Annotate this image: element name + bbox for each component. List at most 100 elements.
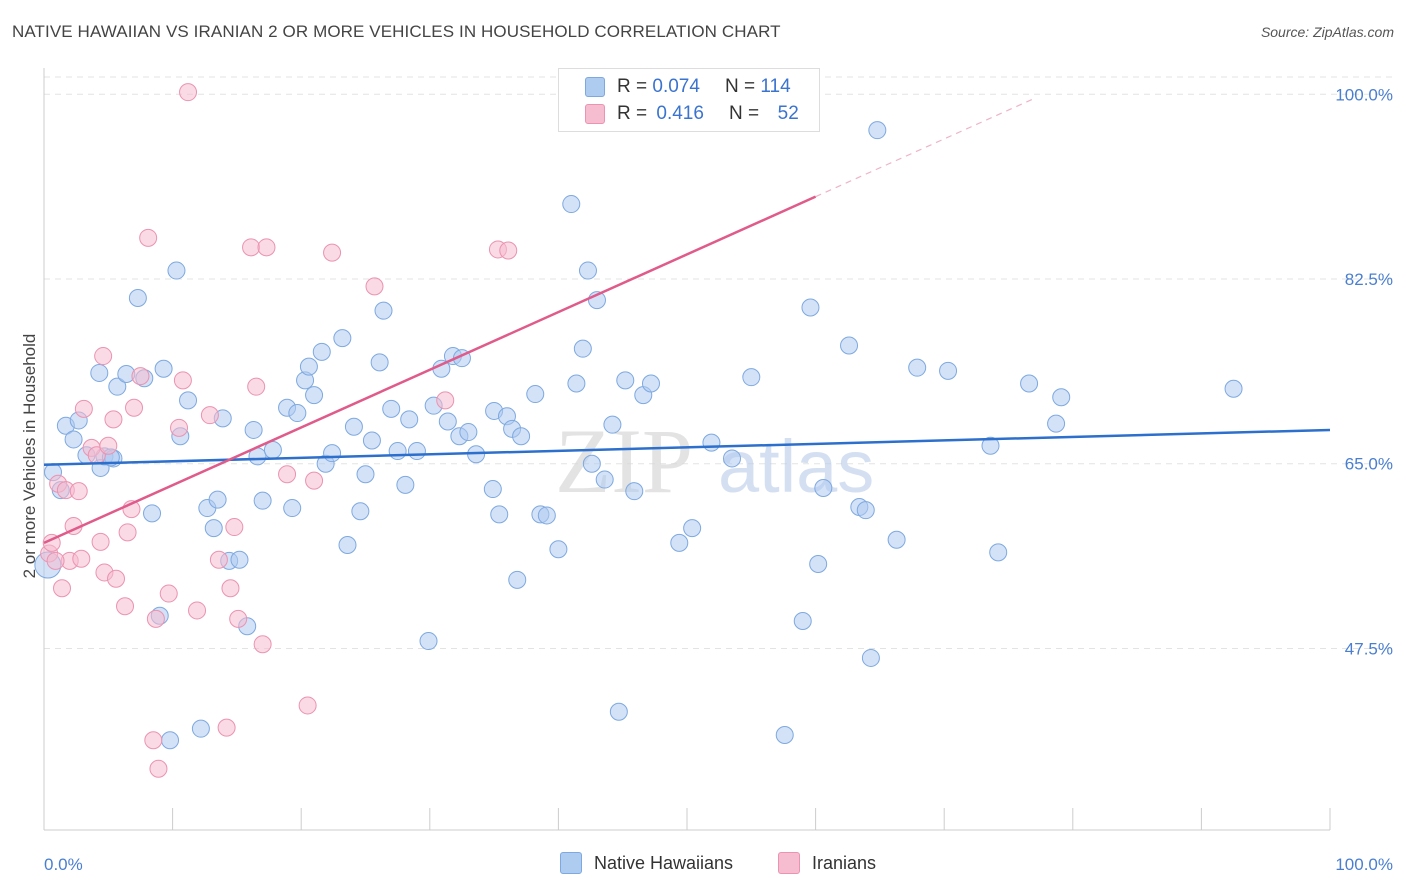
point-native-hawaiian bbox=[362, 431, 381, 450]
legend-n-value: 52 bbox=[777, 103, 799, 124]
point-iranian bbox=[257, 238, 276, 257]
point-iranian bbox=[225, 518, 244, 537]
point-native-hawaiian bbox=[419, 632, 438, 651]
point-native-hawaiian bbox=[549, 540, 568, 559]
point-native-hawaiian bbox=[288, 404, 307, 423]
point-iranian bbox=[323, 243, 342, 262]
point-native-hawaiian bbox=[683, 519, 702, 538]
point-native-hawaiian bbox=[483, 480, 502, 499]
series-swatch-native-hawaiians bbox=[560, 852, 582, 874]
series-legend: Native Hawaiians Iranians bbox=[0, 852, 1406, 876]
point-native-hawaiian bbox=[775, 726, 794, 744]
point-native-hawaiian bbox=[856, 501, 875, 520]
point-native-hawaiian bbox=[723, 449, 742, 468]
legend-row-iranians: R = 0.416 N = 52 bbox=[585, 102, 799, 126]
point-native-hawaiian bbox=[670, 533, 689, 552]
point-native-hawaiian bbox=[616, 371, 635, 390]
point-native-hawaiian bbox=[459, 423, 478, 442]
point-native-hawaiian bbox=[861, 648, 880, 667]
point-iranian bbox=[46, 551, 65, 570]
point-iranian bbox=[74, 399, 93, 418]
point-iranian bbox=[188, 601, 207, 620]
point-native-hawaiian bbox=[573, 339, 592, 358]
point-iranian bbox=[278, 465, 297, 484]
point-native-hawaiian bbox=[400, 410, 419, 429]
point-iranian bbox=[436, 391, 455, 410]
point-native-hawaiian bbox=[814, 479, 833, 497]
point-native-hawaiian bbox=[161, 731, 180, 750]
legend-r-value: 0.074 bbox=[652, 76, 700, 97]
point-native-hawaiian bbox=[1047, 414, 1066, 433]
legend-n-label: N = bbox=[724, 76, 756, 97]
point-native-hawaiian bbox=[809, 555, 828, 573]
series-legend-iranians: Iranians bbox=[778, 852, 876, 874]
point-native-hawaiian bbox=[208, 490, 227, 509]
point-native-hawaiian bbox=[64, 430, 83, 449]
point-native-hawaiian bbox=[396, 475, 415, 494]
point-native-hawaiian bbox=[388, 442, 407, 461]
legend-n-label: N = bbox=[728, 103, 760, 124]
trend-line-native-hawaiians bbox=[43, 428, 1331, 467]
point-native-hawaiian bbox=[407, 442, 426, 461]
point-native-hawaiian bbox=[1224, 379, 1243, 398]
point-iranian bbox=[146, 609, 165, 628]
point-native-hawaiian bbox=[323, 444, 342, 463]
point-native-hawaiian bbox=[582, 454, 601, 473]
watermark-zip: ZIP bbox=[555, 410, 693, 512]
chart-title: NATIVE HAWAIIAN VS IRANIAN 2 OR MORE VEH… bbox=[12, 22, 781, 41]
legend-swatch-native-hawaiians bbox=[585, 77, 605, 97]
point-native-hawaiian bbox=[508, 570, 527, 589]
watermark-atlas: atlas bbox=[718, 425, 874, 508]
point-iranian bbox=[305, 471, 324, 490]
point-native-hawaiian bbox=[742, 368, 761, 387]
point-iranian bbox=[139, 228, 158, 247]
point-iranian bbox=[131, 367, 150, 386]
point-native-hawaiian bbox=[204, 519, 223, 538]
point-native-hawaiian bbox=[338, 536, 357, 554]
point-native-hawaiian bbox=[567, 374, 586, 393]
point-native-hawaiian bbox=[793, 612, 812, 630]
point-native-hawaiian bbox=[1020, 374, 1039, 393]
point-iranian bbox=[116, 597, 135, 616]
trend-line-iranians-extension bbox=[815, 97, 1035, 198]
point-iranian bbox=[118, 523, 137, 542]
series-legend-native-hawaiians: Native Hawaiians bbox=[560, 852, 733, 874]
y-tick-label: 47.5% bbox=[1345, 639, 1393, 658]
axes bbox=[43, 68, 1331, 831]
point-native-hawaiian bbox=[641, 374, 660, 393]
point-iranian bbox=[365, 277, 384, 296]
point-native-hawaiian bbox=[840, 336, 859, 355]
point-native-hawaiian bbox=[191, 719, 210, 738]
y-tick-label: 65.0% bbox=[1345, 455, 1393, 474]
point-native-hawaiian bbox=[526, 385, 545, 404]
point-native-hawaiian bbox=[801, 298, 820, 317]
point-native-hawaiian bbox=[868, 121, 887, 140]
point-iranian bbox=[499, 241, 518, 260]
point-native-hawaiian bbox=[312, 342, 331, 361]
trend-lines bbox=[43, 97, 1331, 545]
point-iranian bbox=[99, 436, 118, 455]
point-iranian bbox=[221, 579, 240, 598]
point-iranian bbox=[125, 398, 144, 417]
point-iranian bbox=[91, 532, 110, 551]
point-native-hawaiian bbox=[1052, 388, 1071, 407]
legend-swatch-iranians bbox=[585, 104, 605, 124]
legend-r-value: 0.416 bbox=[656, 103, 704, 124]
point-iranian bbox=[107, 569, 126, 588]
point-native-hawaiian bbox=[989, 543, 1008, 562]
point-native-hawaiian bbox=[908, 358, 927, 377]
point-native-hawaiian bbox=[490, 505, 509, 524]
point-iranian bbox=[200, 406, 219, 425]
point-native-hawaiian bbox=[609, 702, 628, 721]
point-iranian bbox=[229, 609, 248, 628]
point-native-hawaiian bbox=[179, 391, 198, 410]
point-native-hawaiian bbox=[887, 530, 906, 549]
point-native-hawaiian bbox=[108, 377, 127, 396]
point-native-hawaiian bbox=[230, 550, 249, 569]
point-native-hawaiian bbox=[299, 357, 318, 376]
point-native-hawaiian bbox=[154, 359, 173, 378]
point-iranian bbox=[69, 482, 88, 501]
stats-legend: R = 0.074 N = 114 R = 0.416 N = 52 bbox=[558, 68, 820, 132]
point-native-hawaiian bbox=[438, 412, 457, 431]
point-iranian bbox=[170, 418, 189, 437]
